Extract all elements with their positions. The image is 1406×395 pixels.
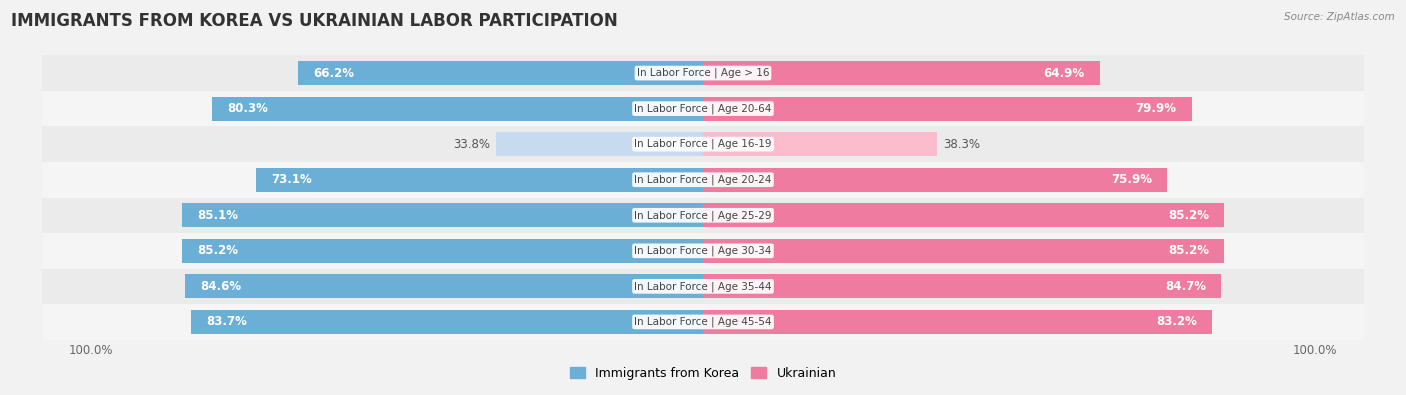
Legend: Immigrants from Korea, Ukrainian: Immigrants from Korea, Ukrainian (565, 362, 841, 385)
Bar (42, 91, 1364, 126)
Text: In Labor Force | Age 35-44: In Labor Force | Age 35-44 (634, 281, 772, 292)
Text: 85.1%: 85.1% (198, 209, 239, 222)
Bar (183, 203, 703, 228)
Text: In Labor Force | Age 16-19: In Labor Force | Age 16-19 (634, 139, 772, 149)
Bar (42, 233, 1364, 269)
Text: IMMIGRANTS FROM KOREA VS UKRAINIAN LABOR PARTICIPATION: IMMIGRANTS FROM KOREA VS UKRAINIAN LABOR… (11, 12, 619, 30)
Text: 75.9%: 75.9% (1111, 173, 1152, 186)
Text: 33.8%: 33.8% (453, 138, 491, 150)
Text: 73.1%: 73.1% (271, 173, 312, 186)
Text: In Labor Force | Age 25-29: In Labor Force | Age 25-29 (634, 210, 772, 220)
Text: 85.2%: 85.2% (197, 245, 238, 257)
Text: 38.3%: 38.3% (943, 138, 980, 150)
Bar (703, 310, 1212, 334)
Text: Source: ZipAtlas.com: Source: ZipAtlas.com (1284, 12, 1395, 22)
Bar (42, 304, 1364, 340)
Text: In Labor Force | Age 30-34: In Labor Force | Age 30-34 (634, 246, 772, 256)
Bar (703, 61, 1099, 85)
Bar (496, 132, 703, 156)
Text: 84.6%: 84.6% (201, 280, 242, 293)
Bar (703, 96, 1192, 121)
Bar (42, 269, 1364, 304)
Text: In Labor Force | Age 20-24: In Labor Force | Age 20-24 (634, 175, 772, 185)
Text: 83.2%: 83.2% (1156, 316, 1197, 328)
Bar (42, 126, 1364, 162)
Text: 84.7%: 84.7% (1166, 280, 1206, 293)
Bar (42, 162, 1364, 198)
Text: 83.7%: 83.7% (207, 316, 247, 328)
Text: In Labor Force | Age 20-64: In Labor Force | Age 20-64 (634, 103, 772, 114)
Text: 64.9%: 64.9% (1043, 67, 1085, 79)
Bar (191, 310, 703, 334)
Bar (181, 239, 703, 263)
Bar (42, 198, 1364, 233)
Bar (703, 167, 1167, 192)
Bar (212, 96, 703, 121)
Bar (703, 203, 1225, 228)
Bar (42, 55, 1364, 91)
Bar (186, 274, 703, 299)
Text: 85.2%: 85.2% (1168, 245, 1209, 257)
Bar (298, 61, 703, 85)
Text: 66.2%: 66.2% (314, 67, 354, 79)
Text: In Labor Force | Age > 16: In Labor Force | Age > 16 (637, 68, 769, 78)
Bar (703, 132, 938, 156)
Bar (703, 274, 1222, 299)
Bar (703, 239, 1225, 263)
Bar (256, 167, 703, 192)
Text: In Labor Force | Age 45-54: In Labor Force | Age 45-54 (634, 317, 772, 327)
Text: 80.3%: 80.3% (226, 102, 267, 115)
Text: 79.9%: 79.9% (1136, 102, 1177, 115)
Text: 85.2%: 85.2% (1168, 209, 1209, 222)
